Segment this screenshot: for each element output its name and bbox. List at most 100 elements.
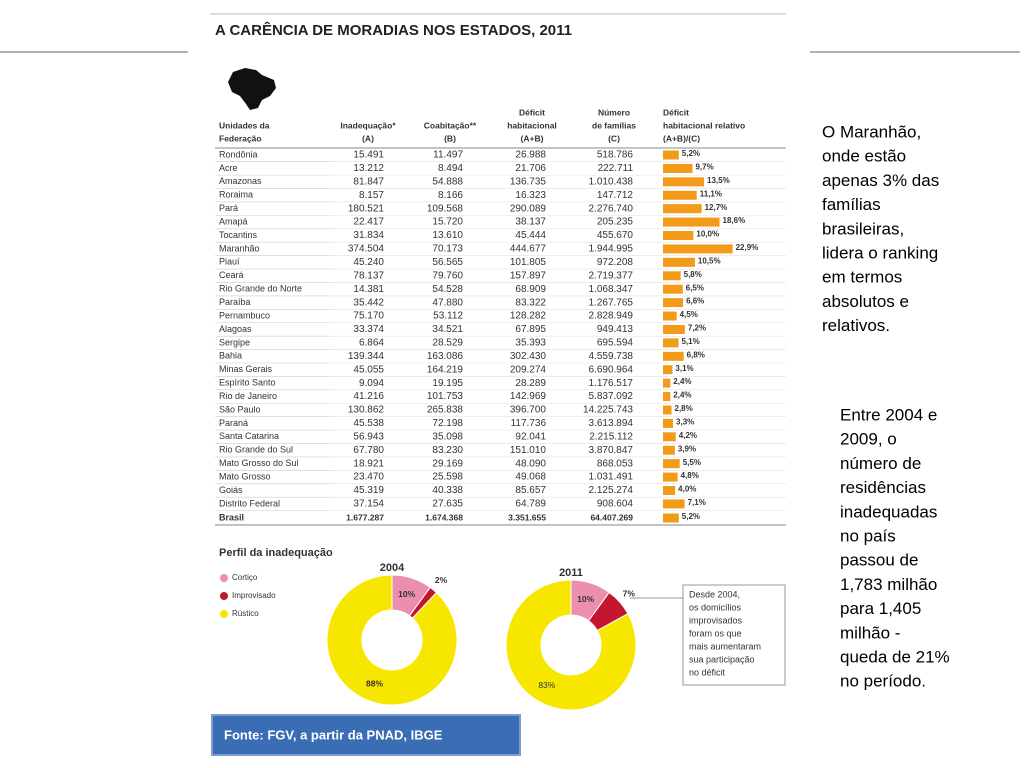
- cell: 18.921: [353, 458, 384, 469]
- bar-label: 3,3%: [676, 418, 694, 427]
- cell: 27.635: [432, 499, 463, 510]
- state-name: Goiás: [219, 485, 243, 495]
- side-note: inadequadas: [840, 502, 937, 521]
- state-name: Maranhão: [219, 243, 260, 253]
- bar: [663, 486, 676, 495]
- cell: 101.805: [510, 257, 547, 268]
- column-header: Unidades da: [219, 120, 270, 130]
- cell: 48.090: [515, 458, 546, 469]
- bar: [663, 231, 694, 241]
- state-name: Bahia: [219, 351, 242, 361]
- cell: 147.712: [597, 190, 634, 201]
- state-name: Piauí: [219, 257, 240, 267]
- state-name: Santa Catarina: [219, 431, 279, 441]
- cell: 78.137: [353, 270, 384, 281]
- cell: 35.393: [515, 338, 546, 349]
- bar: [663, 163, 693, 173]
- cell: 56.943: [353, 431, 384, 442]
- bar: [663, 351, 684, 361]
- side-note: lidera o ranking: [822, 243, 938, 262]
- cell: 81.847: [353, 176, 384, 187]
- state-name: Tocantins: [219, 230, 258, 240]
- cell: 13.610: [432, 230, 463, 241]
- cell: 157.897: [510, 270, 547, 281]
- donut-slice: [326, 574, 458, 706]
- bar: [663, 271, 681, 281]
- cell: 6.864: [359, 338, 384, 349]
- cell: 2.215.112: [589, 431, 633, 442]
- side-note: O Maranhão,: [822, 122, 921, 141]
- state-name: Brasil: [219, 512, 244, 522]
- bar-label: 6,5%: [686, 283, 704, 292]
- column-header: Déficit: [663, 107, 689, 117]
- cell: 290.089: [510, 203, 547, 214]
- pie-title: 2011: [559, 567, 583, 579]
- bar: [663, 445, 675, 455]
- bar-label: 4,5%: [680, 310, 698, 319]
- cell: 54.888: [432, 176, 463, 187]
- cell: 13.212: [353, 163, 384, 174]
- cell: 972.208: [597, 257, 634, 268]
- bar: [663, 378, 671, 388]
- slice-label: 83%: [538, 680, 555, 690]
- bar: [663, 405, 672, 415]
- bar: [663, 217, 720, 227]
- state-name: Pernambuco: [219, 310, 270, 320]
- cell: 35.098: [432, 431, 463, 442]
- cell: 695.594: [597, 338, 634, 349]
- side-note: 2009, o: [840, 430, 897, 449]
- bar: [663, 432, 676, 442]
- cell: 47.880: [432, 297, 463, 308]
- cell: 21.706: [515, 163, 546, 174]
- bar-label: 3,9%: [678, 444, 696, 453]
- bar: [663, 472, 678, 482]
- state-name: Rondônia: [219, 149, 258, 159]
- cell: 75.170: [353, 311, 384, 322]
- cell: 14.381: [353, 284, 384, 295]
- annotation-line: mais aumentaram: [689, 641, 761, 651]
- cell: 64.407.269: [590, 512, 633, 522]
- bar-label: 2,4%: [673, 391, 691, 400]
- bar-label: 7,1%: [688, 498, 706, 507]
- annotation-line: os domicílios: [689, 602, 742, 612]
- cell: 374.504: [348, 244, 385, 255]
- cell: 518.786: [597, 150, 634, 161]
- side-note: no país: [840, 526, 896, 545]
- cell: 142.969: [510, 391, 547, 402]
- column-header: de famílias: [592, 120, 636, 130]
- state-name: Amazonas: [219, 176, 262, 186]
- cell: 136.735: [510, 176, 547, 187]
- bar-label: 6,6%: [686, 297, 704, 306]
- cell: 3.351.655: [508, 512, 546, 522]
- cell: 15.491: [353, 150, 384, 161]
- cell: 45.444: [515, 230, 546, 241]
- cell: 1.176.517: [589, 378, 634, 389]
- cell: 40.338: [432, 485, 463, 496]
- state-name: Pará: [219, 203, 238, 213]
- cell: 8.166: [438, 190, 463, 201]
- state-name: Mato Grosso: [219, 471, 271, 481]
- state-name: Amapá: [219, 216, 248, 226]
- cell: 396.700: [510, 405, 547, 416]
- bar-label: 22,9%: [736, 243, 759, 252]
- state-name: Rio Grande do Sul: [219, 445, 293, 455]
- cell: 79.760: [432, 270, 463, 281]
- state-name: Minas Gerais: [219, 364, 273, 374]
- legend-swatch: [220, 610, 228, 618]
- cell: 83.322: [515, 297, 546, 308]
- cell: 45.538: [353, 418, 384, 429]
- cell: 1.674.368: [425, 512, 463, 522]
- legend-label: Cortiço: [232, 573, 258, 582]
- bar-label: 10,5%: [698, 256, 721, 265]
- annotation-box: [682, 584, 786, 686]
- cell: 45.240: [353, 257, 384, 268]
- bar: [663, 244, 733, 254]
- state-name: Ceará: [219, 270, 244, 280]
- cell: 72.198: [432, 418, 463, 429]
- cell: 1.677.287: [346, 512, 384, 522]
- cell: 1.944.995: [589, 244, 634, 255]
- cell: 35.442: [353, 297, 384, 308]
- cell: 85.657: [515, 485, 546, 496]
- column-header: Federação: [219, 133, 262, 143]
